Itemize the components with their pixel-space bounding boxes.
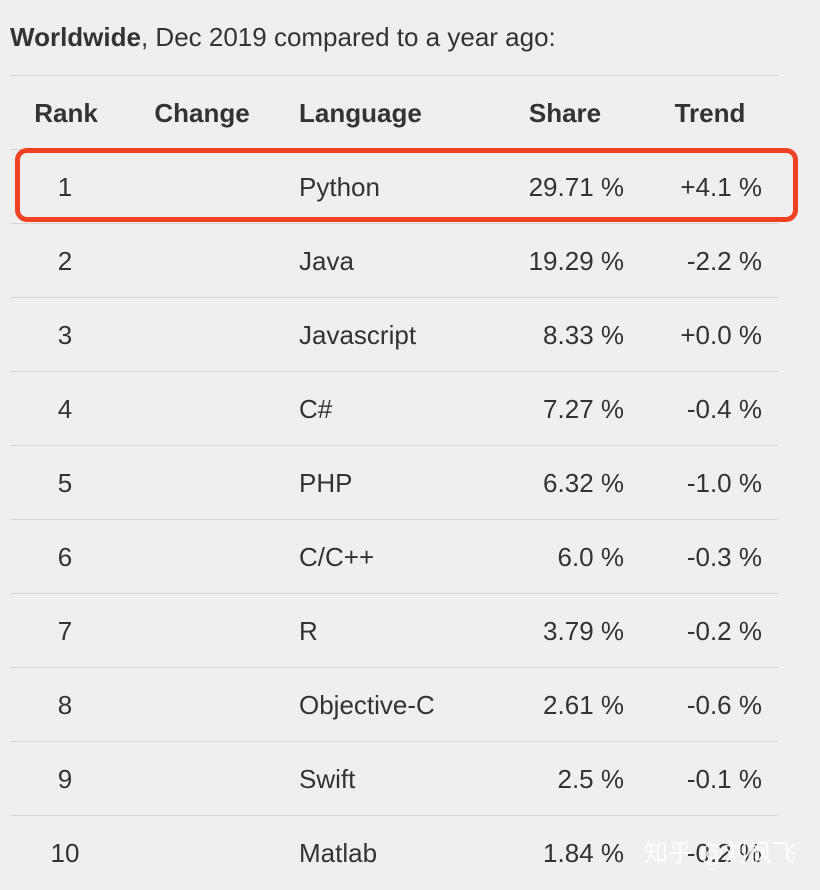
- change-cell: [122, 224, 282, 298]
- change-cell: [122, 520, 282, 594]
- trend-cell: -0.2 %: [686, 616, 762, 646]
- trend-cell: -0.3 %: [686, 542, 762, 572]
- share-cell: 29.71 %: [528, 172, 624, 202]
- trend-cell: -0.1 %: [686, 764, 762, 794]
- language-cell: C/C++: [299, 542, 375, 572]
- change-cell: [122, 372, 282, 446]
- table-row: 1 Python 29.71 % +4.1 %: [10, 149, 778, 223]
- table-row: 7 R 3.79 % -0.2 %: [10, 593, 778, 667]
- table-row: 10 Matlab 1.84 % -0.2 %: [10, 815, 778, 889]
- share-cell: 6.32 %: [543, 468, 624, 498]
- change-cell: [122, 446, 282, 520]
- share-cell: 3.79 %: [543, 616, 624, 646]
- column-header-language[interactable]: Language: [299, 98, 422, 128]
- table-row: 8 Objective-C 2.61 % -0.6 %: [10, 667, 778, 741]
- table-header-row: Rank Change Language Share Trend: [10, 75, 778, 149]
- trend-cell: -0.6 %: [686, 690, 762, 720]
- trend-cell: -2.2 %: [686, 246, 762, 276]
- table-row: 2 Java 19.29 % -2.2 %: [10, 223, 778, 297]
- language-cell: Swift: [299, 764, 356, 794]
- rank-cell: 8: [57, 690, 73, 720]
- language-cell: Matlab: [299, 838, 378, 868]
- column-header-change[interactable]: Change: [154, 98, 250, 128]
- share-cell: 2.61 %: [543, 690, 624, 720]
- column-header-rank[interactable]: Rank: [34, 98, 98, 128]
- share-cell: 6.0 %: [557, 542, 625, 572]
- rank-cell: 6: [57, 542, 73, 572]
- share-cell: 19.29 %: [528, 246, 624, 276]
- change-cell: [122, 594, 282, 668]
- column-header-trend[interactable]: Trend: [674, 98, 746, 128]
- share-cell: 1.84 %: [543, 838, 624, 868]
- trend-cell: -0.2 %: [686, 838, 762, 868]
- table-row: 4 C# 7.27 % -0.4 %: [10, 371, 778, 445]
- table-row: 9 Swift 2.5 % -0.1 %: [10, 741, 778, 815]
- language-cell: Javascript: [299, 320, 417, 350]
- watermark-text: 知乎 @刘枫飞: [644, 839, 796, 867]
- language-cell: Objective-C: [299, 690, 435, 720]
- language-cell: R: [299, 616, 318, 646]
- table-row: 6 C/C++ 6.0 % -0.3 %: [10, 519, 778, 593]
- table-row: 5 PHP 6.32 % -1.0 %: [10, 445, 778, 519]
- trend-cell: -1.0 %: [686, 468, 762, 498]
- heading-period: , Dec 2019 compared to a year ago:: [140, 22, 556, 52]
- change-cell: [122, 668, 282, 742]
- trend-cell: +4.1 %: [680, 172, 762, 202]
- rank-cell: 7: [57, 616, 73, 646]
- language-cell: Python: [299, 172, 380, 202]
- trend-cell: -0.4 %: [686, 394, 762, 424]
- trend-cell: +0.0 %: [680, 320, 762, 350]
- share-cell: 2.5 %: [557, 764, 625, 794]
- share-cell: 7.27 %: [543, 394, 624, 424]
- heading-region: Worldwide: [10, 22, 141, 52]
- column-header-share[interactable]: Share: [528, 98, 602, 128]
- rank-cell: 3: [57, 320, 73, 350]
- rank-cell: 4: [57, 394, 73, 424]
- page-heading: Worldwide, Dec 2019 compared to a year a…: [10, 20, 556, 54]
- rank-cell: 1: [57, 172, 73, 202]
- change-cell: [122, 742, 282, 816]
- language-ranking-table: Rank Change Language Share Trend 1 Pytho…: [10, 75, 778, 889]
- change-cell: [122, 150, 282, 224]
- rank-cell: 10: [50, 838, 80, 868]
- change-cell: [122, 298, 282, 372]
- language-cell: Java: [299, 246, 354, 276]
- language-cell: PHP: [299, 468, 353, 498]
- rank-cell: 9: [57, 764, 73, 794]
- rank-cell: 2: [57, 246, 73, 276]
- share-cell: 8.33 %: [543, 320, 624, 350]
- table-row: 3 Javascript 8.33 % +0.0 %: [10, 297, 778, 371]
- language-cell: C#: [299, 394, 333, 424]
- rank-cell: 5: [57, 468, 73, 498]
- change-cell: [122, 816, 282, 890]
